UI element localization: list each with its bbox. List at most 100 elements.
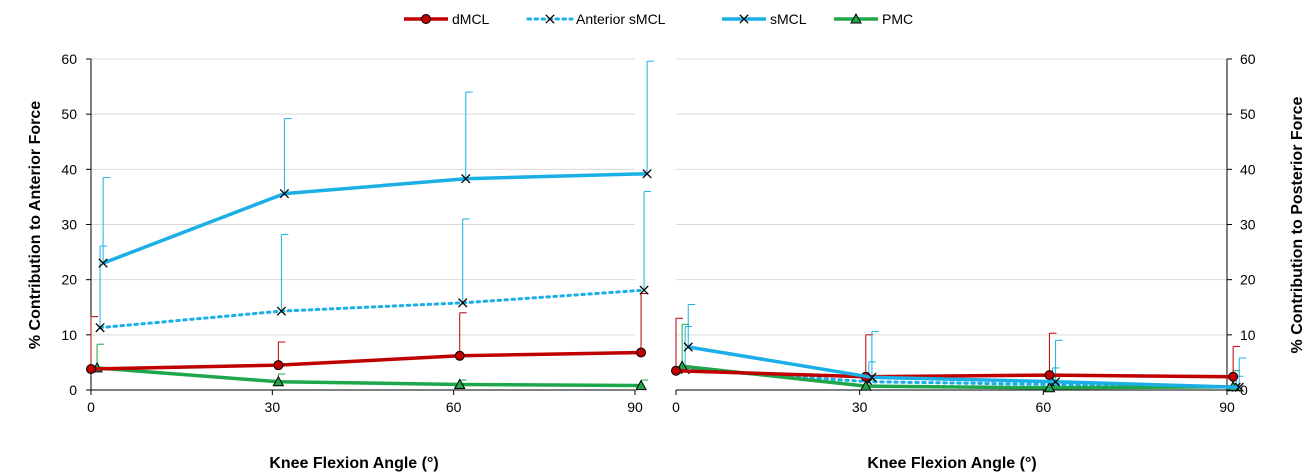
- right-y-tick-label-50: 50: [1240, 106, 1256, 122]
- left-dmcl-series-line: [90, 350, 642, 371]
- right-smcl-series-line: [687, 345, 1240, 389]
- right-dmcl-point-3: [1228, 371, 1239, 382]
- right-pmc-point-2: [1043, 381, 1056, 393]
- right-pmc-point-1: [859, 380, 872, 391]
- right-smcl-point-0: [683, 342, 693, 352]
- right-smcl-error-bar-1: [871, 331, 879, 378]
- left-dmcl-point-2: [454, 350, 465, 361]
- right-y-tick-label-40: 40: [1240, 161, 1256, 177]
- legend-label-smcl: sMCL: [770, 11, 807, 27]
- left-anterior-smcl-point-3-stroke-b: [639, 285, 649, 295]
- left-y-tick-label-20: 20: [61, 272, 77, 288]
- right-smcl-error-bar-0: [687, 303, 696, 347]
- legend-item-pmc: PMC: [834, 11, 913, 27]
- left-pmc-point-2: [453, 378, 466, 389]
- left-smcl-point-2-stroke-b: [461, 174, 471, 184]
- right-dmcl-error-bar-3: [1232, 345, 1241, 377]
- right-x-tick-label-60: 60: [1036, 399, 1052, 415]
- left-smcl-error-bar-2: [465, 91, 473, 179]
- left-pmc-series-line: [96, 366, 642, 388]
- right-y-tick-label-10: 10: [1240, 327, 1256, 343]
- legend-marker-dmcl: [421, 14, 431, 24]
- right-dmcl-point-0: [671, 365, 681, 376]
- right-y-tick-label-0: 0: [1240, 382, 1248, 398]
- left-smcl-point-2: [461, 174, 471, 184]
- left-y-tick-label-10: 10: [61, 327, 77, 343]
- legend-marker-smcl-stroke-b: [739, 14, 749, 24]
- right-dmcl-series-line: [675, 368, 1234, 379]
- left-anterior-smcl-point-0: [95, 323, 105, 333]
- right-x-tick-label-30: 30: [852, 399, 868, 415]
- right-smcl-point-1: [867, 372, 877, 382]
- legend-label-pmc: PMC: [882, 11, 913, 27]
- legend-marker-anterior-smcl: [545, 14, 555, 24]
- right-panel-posterior-force: 0 10 20 30 40 50 60 0 30 60 90: [671, 51, 1256, 415]
- left-pmc-point-1: [272, 375, 285, 387]
- left-dmcl-error-bar-0: [90, 316, 98, 370]
- right-dmcl-error-bar-0: [675, 317, 683, 371]
- right-y-tick-label-30: 30: [1240, 217, 1256, 233]
- right-x-tick-label-0: 0: [672, 399, 680, 415]
- left-anterior-smcl-point-1: [276, 306, 287, 316]
- left-x-tick-label-90: 90: [627, 399, 643, 415]
- left-smcl-series-line: [102, 171, 648, 265]
- left-dmcl-point-3: [636, 347, 647, 358]
- left-anterior-smcl-point-2-stroke-b: [458, 298, 468, 308]
- right-smcl-point-0-stroke-b: [683, 342, 693, 352]
- left-smcl-point-1-stroke-b: [279, 188, 290, 199]
- left-dmcl-error-bar-3: [640, 292, 649, 353]
- left-smcl-error-bar-1: [283, 118, 292, 194]
- right-smcl-error-bar-3: [1238, 357, 1247, 388]
- right-y-tick-label-20: 20: [1240, 272, 1256, 288]
- left-dmcl-point-0: [86, 364, 96, 375]
- left-y-tick-label-60: 60: [61, 51, 77, 67]
- left-anterior-smcl-point-2: [458, 298, 468, 308]
- legend-item-dmcl: dMCL: [404, 11, 490, 27]
- left-y-tick-label-30: 30: [61, 217, 77, 233]
- left-anterior-smcl-error-bar-2: [462, 218, 470, 303]
- legend-item-smcl: sMCL: [722, 11, 807, 27]
- left-smcl-point-1: [279, 188, 290, 199]
- left-dmcl-point-1: [273, 360, 284, 371]
- legend-marker-anterior-smcl-stroke-b: [545, 14, 555, 24]
- left-smcl-point-3: [642, 169, 652, 179]
- left-anterior-smcl-series-line: [98, 288, 646, 330]
- left-pmc-point-3: [635, 379, 647, 391]
- right-y-tick-label-60: 60: [1240, 51, 1256, 67]
- legend-label-anterior-smcl: Anterior sMCL: [576, 11, 666, 27]
- left-anterior-smcl-error-bar-3: [643, 190, 652, 291]
- left-smcl-point-0: [98, 258, 108, 268]
- left-dmcl-error-bar-2: [459, 312, 467, 356]
- right-smcl-point-3-stroke-b: [1234, 382, 1244, 392]
- right-smcl-point-2-stroke-b: [1050, 377, 1061, 387]
- right-dmcl-error-bar-2: [1048, 332, 1057, 376]
- legend-marker-pmc: [850, 12, 862, 24]
- right-x-axis-title: Knee Flexion Angle (°): [867, 455, 1036, 472]
- legend-marker-smcl: [739, 14, 749, 24]
- right-smcl-point-3: [1234, 382, 1244, 392]
- left-x-tick-label-60: 60: [446, 399, 462, 415]
- left-anterior-smcl-point-1-stroke-b: [276, 306, 287, 316]
- left-anterior-smcl-point-3: [639, 285, 649, 295]
- left-x-tick-label-0: 0: [87, 399, 95, 415]
- left-y-tick-label-40: 40: [61, 161, 77, 177]
- left-y-tick-label-50: 50: [61, 106, 77, 122]
- left-y-tick-label-0: 0: [69, 382, 77, 398]
- left-y-axis-title: % Contribution to Anterior Force: [27, 101, 44, 349]
- left-panel-anterior-force: 0 10 20 30 40 50 60 0 30 60 90: [61, 51, 655, 415]
- left-smcl-point-0-stroke-b: [98, 258, 108, 268]
- left-anterior-smcl-point-0-stroke-b: [95, 323, 105, 333]
- right-pmc-series-line: [681, 364, 1234, 390]
- chart-legend: dMCL Anterior sMCL sMCL PMC: [404, 11, 913, 27]
- legend-item-anterior-smcl: Anterior sMCL: [526, 11, 666, 27]
- right-smcl-point-1-stroke-b: [867, 372, 877, 382]
- left-anterior-smcl-error-bar-1: [280, 233, 289, 312]
- left-smcl-point-3-stroke-b: [642, 169, 652, 179]
- legend-label-dmcl: dMCL: [452, 11, 490, 27]
- right-smcl-point-2: [1050, 377, 1061, 387]
- left-x-axis-title: Knee Flexion Angle (°): [269, 455, 438, 472]
- right-y-axis-title: % Contribution to Posterior Force: [1289, 96, 1306, 353]
- left-smcl-error-bar-3: [646, 60, 655, 174]
